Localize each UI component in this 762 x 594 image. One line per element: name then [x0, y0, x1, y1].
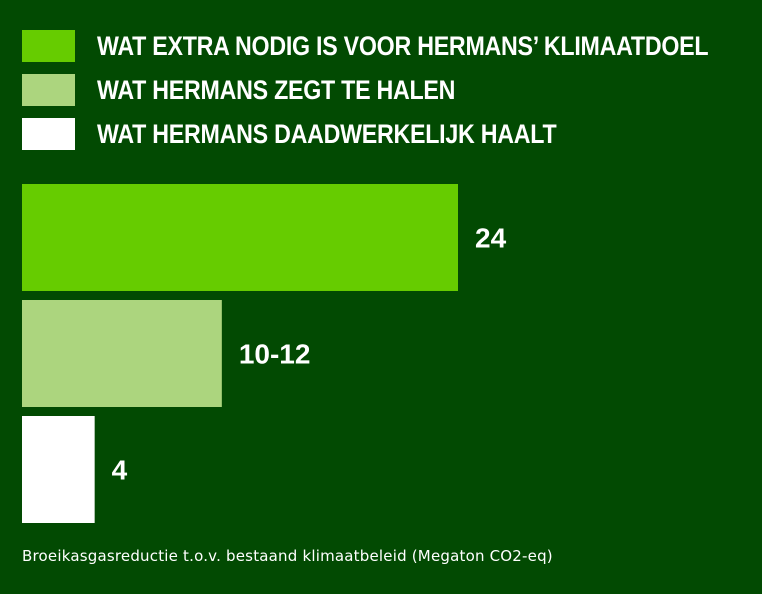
legend-label: WAT HERMANS DAADWERKELIJK HAALT [97, 119, 557, 149]
data-label: 10-12 [239, 339, 311, 370]
data-label: 24 [475, 223, 507, 254]
bar [22, 416, 95, 523]
footnote: Broeikasgasreductie t.o.v. bestaand klim… [22, 547, 553, 565]
legend-item: WAT HERMANS ZEGT TE HALEN [22, 74, 762, 106]
legend-item: WAT EXTRA NODIG IS VOOR HERMANS’ KLIMAAT… [22, 30, 762, 62]
legend-label: WAT HERMANS ZEGT TE HALEN [97, 75, 456, 105]
legend-swatch [22, 74, 75, 106]
legend-item: WAT HERMANS DAADWERKELIJK HAALT [22, 118, 762, 150]
bar [22, 184, 458, 291]
legend: WAT EXTRA NODIG IS VOOR HERMANS’ KLIMAAT… [22, 30, 762, 162]
legend-swatch [22, 30, 75, 62]
legend-swatch [22, 118, 75, 150]
legend-label: WAT EXTRA NODIG IS VOOR HERMANS’ KLIMAAT… [97, 31, 709, 61]
data-label: 4 [112, 455, 128, 486]
bar [22, 300, 222, 407]
